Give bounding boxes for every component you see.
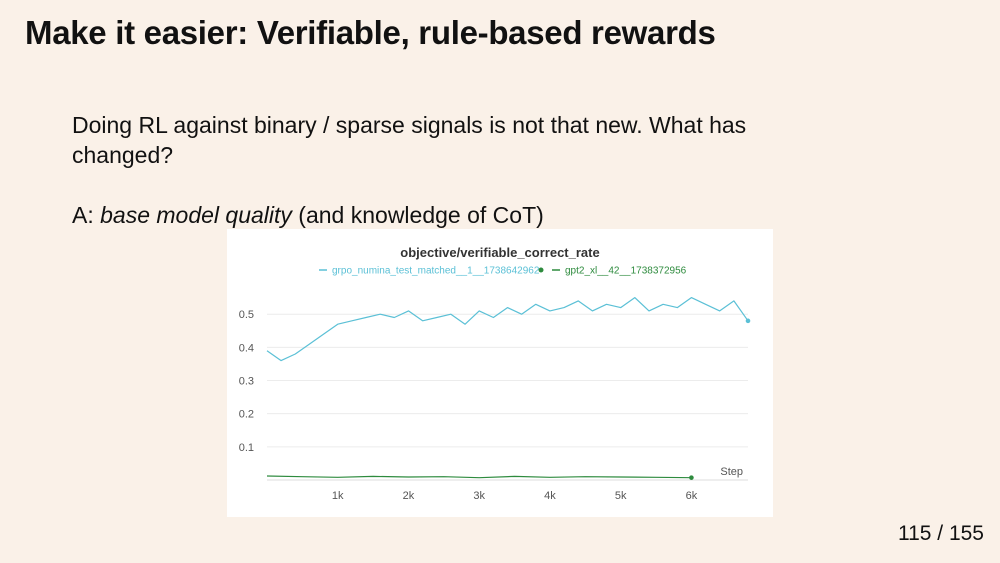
chart-grid [267,313,748,448]
question-paragraph: Doing RL against binary / sparse signals… [72,112,747,168]
chart-title: objective/verifiable_correct_rate [400,245,599,260]
x-tick-label: 2k [403,490,415,502]
slide-title: Make it easier: Verifiable, rule-based r… [25,14,716,51]
y-tick-label: 0.4 [239,342,254,354]
series-line [266,296,749,362]
y-tick-label: 0.3 [239,376,254,388]
answer-paragraph: A: base model quality (and knowledge of … [72,200,832,230]
series-end-point [745,318,751,324]
chart-legend: grpo_numina_test_matched__1__1738642962 g… [319,266,687,277]
series-line [266,475,692,479]
x-tick-label: 1k [332,490,344,502]
slide-body: Doing RL against binary / sparse signals… [72,110,832,230]
y-tick-label: 0.1 [239,442,254,454]
y-axis: 0.1 0.2 0.3 0.4 0.5 [239,309,254,454]
chart-image: objective/verifiable_correct_rate grpo_n… [227,229,773,517]
answer-prefix: A: [72,202,101,228]
legend-label: grpo_numina_test_matched__1__1738642962 [332,266,540,277]
legend-marker [538,267,544,273]
line-chart: objective/verifiable_correct_rate grpo_n… [239,245,751,502]
x-tick-label: 4k [544,490,556,502]
answer-suffix: (and knowledge of CoT) [291,202,544,228]
x-axis-label: Step [720,466,743,478]
x-axis: 1k 2k 3k 4k 5k 6k Step [267,466,748,502]
x-tick-label: 6k [686,490,698,502]
series-end-point [689,475,694,480]
x-tick-label: 3k [473,490,485,502]
x-tick-label: 5k [615,490,627,502]
y-tick-label: 0.2 [239,409,254,421]
y-tick-label: 0.5 [239,309,254,321]
page-number: 115 / 155 [897,522,984,545]
legend-label: gpt2_xl__42__1738372956 [565,266,687,277]
chart-series [266,296,751,480]
answer-emphasis: base model quality [100,202,292,228]
